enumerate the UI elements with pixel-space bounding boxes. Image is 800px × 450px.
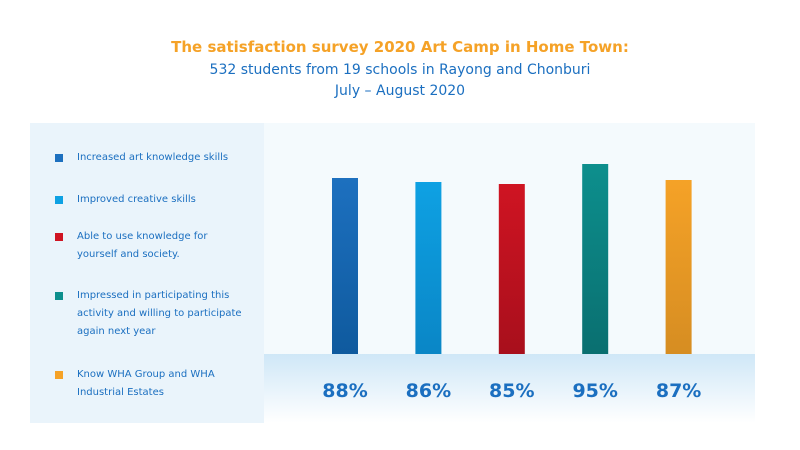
legend-label-line: activity and willing to participate xyxy=(77,308,242,319)
bar-value-label: 85% xyxy=(489,380,534,402)
legend-label-line: yourself and society. xyxy=(77,249,180,260)
legend-swatch xyxy=(55,196,63,204)
legend-swatch xyxy=(55,154,63,162)
legend-swatch xyxy=(55,292,63,300)
bar xyxy=(665,180,692,354)
legend-label-line: Improved creative skills xyxy=(77,194,196,205)
legend-label: Impressed in participating this activity… xyxy=(77,287,262,341)
bar xyxy=(582,164,609,354)
legend-label-line: Industrial Estates xyxy=(77,387,164,398)
bar xyxy=(415,182,442,354)
legend-label-line: Able to use knowledge for xyxy=(77,231,208,242)
chart-title: The satisfaction survey 2020 Art Camp in… xyxy=(171,38,629,56)
legend-label: Increased art knowledge skills xyxy=(77,149,262,167)
bar-value-label: 86% xyxy=(406,380,451,402)
legend-swatch xyxy=(55,233,63,241)
bar xyxy=(332,178,358,354)
bar-value-label: 87% xyxy=(656,380,701,402)
chart-subtitle-period: July – August 2020 xyxy=(334,83,466,99)
legend-label: Improved creative skills xyxy=(77,191,262,209)
legend-label-line: Increased art knowledge skills xyxy=(77,152,229,163)
bar-chart: 88% 86% 85% 95% 87% xyxy=(264,164,755,423)
chart-baseline-band xyxy=(264,354,755,423)
legend-label-line: Impressed in participating this xyxy=(77,290,230,301)
legend-swatch xyxy=(55,371,63,379)
bar xyxy=(498,184,525,354)
legend-panel: Increased art knowledge skills Improved … xyxy=(30,123,264,423)
bar-value-label: 95% xyxy=(572,380,617,402)
legend-label: Able to use knowledge for yourself and s… xyxy=(77,228,262,264)
bar-value-label: 88% xyxy=(322,380,367,402)
legend-label: Know WHA Group and WHA Industrial Estate… xyxy=(77,366,262,402)
legend-label-line: again next year xyxy=(77,326,156,337)
legend-label-line: Know WHA Group and WHA xyxy=(77,369,215,380)
chart-subtitle-participants: 532 students from 19 schools in Rayong a… xyxy=(209,62,591,78)
